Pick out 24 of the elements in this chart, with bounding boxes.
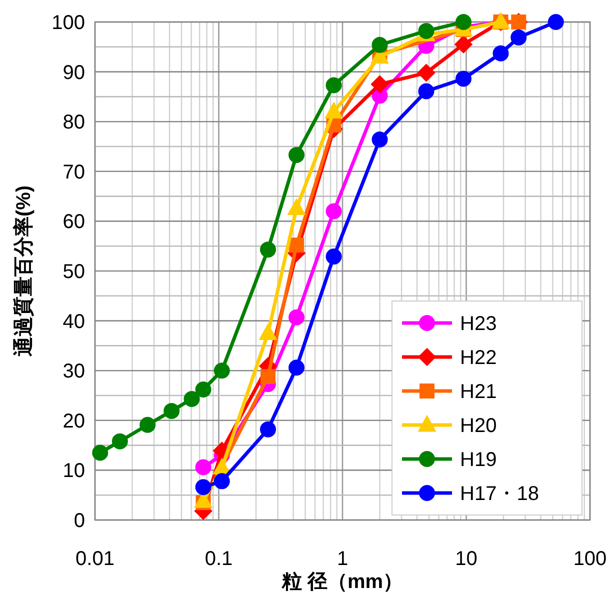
y-tick-label: 0 [74, 510, 85, 532]
x-tick-label: 0.01 [76, 548, 114, 570]
y-tick-label: 10 [62, 460, 85, 482]
y-tick-label: 40 [62, 310, 85, 333]
x-tick-label: 100 [573, 548, 607, 570]
y-axis-title: 通過質量百分率(%) [12, 185, 35, 358]
legend-label: H17・18 [460, 483, 539, 505]
y-tick-label: 100 [52, 12, 85, 34]
legend-label: H21 [460, 381, 497, 403]
legend-label: H20 [460, 415, 497, 437]
y-tick-label: 70 [62, 161, 85, 184]
y-tick-label: 60 [62, 211, 85, 234]
y-tick-label: 80 [62, 112, 85, 134]
y-tick-label: 90 [62, 62, 85, 84]
x-tick-label: 0.1 [204, 548, 233, 570]
y-tick-label: 30 [62, 360, 85, 383]
y-tick-label: 20 [62, 410, 85, 432]
legend-label: H23 [460, 313, 497, 335]
legend-label: H19 [460, 449, 497, 471]
legend-label: H22 [460, 347, 497, 369]
x-tick-label: 10 [455, 548, 478, 570]
x-tick-label: 1 [336, 548, 348, 570]
y-tick-label: 50 [62, 261, 85, 283]
x-axis-title: 粒 径（mm） [280, 571, 404, 593]
